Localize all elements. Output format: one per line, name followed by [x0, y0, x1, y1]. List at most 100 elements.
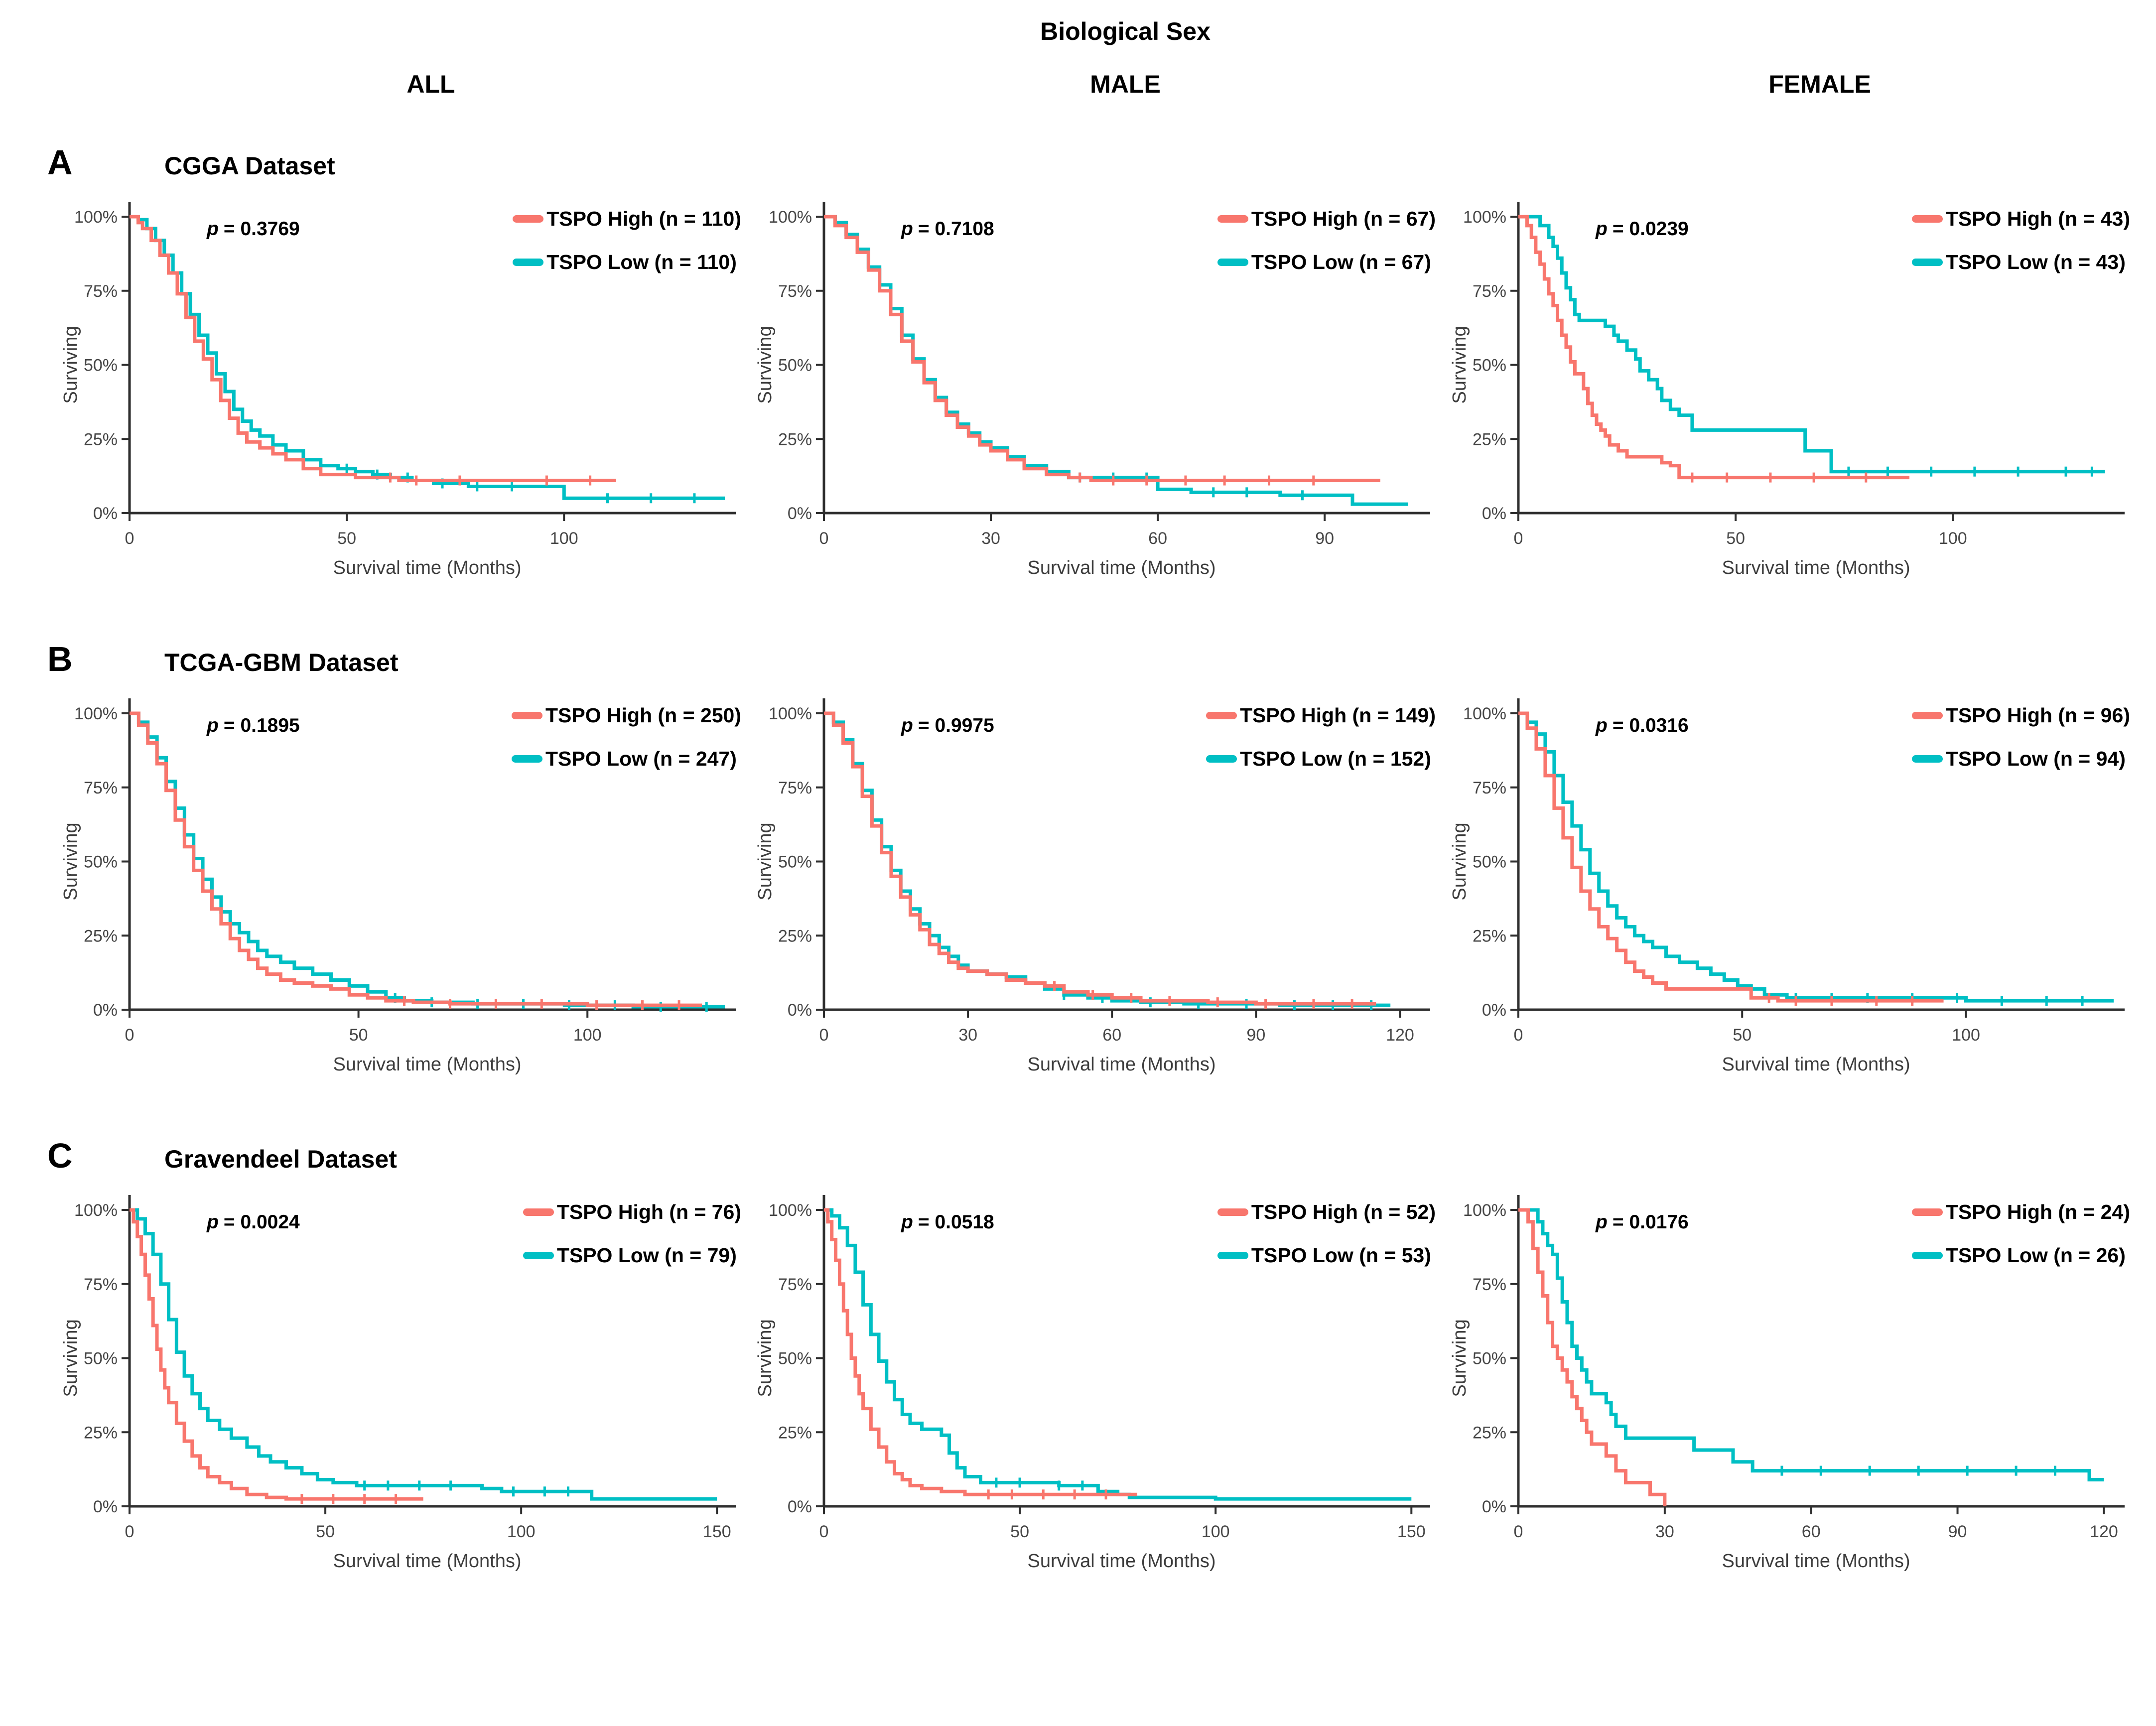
legend: TSPO High (n = 250) TSPO Low (n = 247)	[512, 704, 741, 771]
svg-text:25%: 25%	[778, 927, 812, 945]
svg-text:0: 0	[819, 1026, 829, 1045]
survival-plot: 100% 75% 50% 25% 0% 0 50 100 Survival time (Mont…	[60, 202, 736, 578]
tspo-high-swatch	[1217, 1208, 1248, 1216]
svg-text:25%: 25%	[778, 1423, 812, 1442]
svg-text:75%: 75%	[84, 282, 118, 301]
tspo-high-swatch	[1911, 215, 1943, 223]
svg-text:Surviving: Surviving	[1449, 822, 1470, 900]
p-value-label: p = 0.0316	[1596, 715, 1689, 736]
svg-text:Survival time (Months): Survival time (Months)	[333, 1054, 522, 1075]
svg-text:50%: 50%	[778, 853, 812, 872]
column-header-male: MALE	[1090, 70, 1161, 98]
svg-text:25%: 25%	[84, 927, 118, 945]
svg-text:50: 50	[1733, 1026, 1752, 1045]
svg-text:25%: 25%	[84, 1423, 118, 1442]
row-letter-b: B	[47, 640, 73, 678]
row-dataset-gravendeel: Gravendeel Dataset	[164, 1145, 397, 1173]
km-panel-gravendeel-female: 100% 75% 50% 25% 0% 0 30 60 90 120 Survival time (…	[1444, 1188, 2131, 1589]
km-panel-cgga-all: 100% 75% 50% 25% 0% 0 50 100 Survival time (Mont…	[55, 194, 742, 595]
svg-text:100%: 100%	[769, 1201, 812, 1220]
svg-text:100: 100	[1939, 529, 1967, 548]
km-panel-gravendeel-male: 100% 75% 50% 25% 0% 0 50 100 150 Survival time (M…	[749, 1188, 1437, 1589]
svg-text:0: 0	[1514, 1522, 1523, 1541]
svg-text:90: 90	[1315, 529, 1334, 548]
survival-plot: 100% 75% 50% 25% 0% 0 50 100 150 Survival time (M…	[60, 1195, 736, 1572]
svg-text:50%: 50%	[1473, 1349, 1506, 1368]
legend-item-tspo-high: TSPO High (n = 67)	[1217, 207, 1436, 231]
survival-plot: 100% 75% 50% 25% 0% 0 30 60 90 Survival time (Mon…	[755, 202, 1430, 578]
svg-text:75%: 75%	[778, 282, 812, 301]
svg-text:60: 60	[1802, 1522, 1821, 1541]
p-value-label: p = 0.7108	[901, 218, 994, 240]
legend-item-tspo-low: TSPO Low (n = 43)	[1911, 251, 2130, 274]
svg-text:0%: 0%	[1482, 1497, 1506, 1516]
svg-text:Surviving: Surviving	[60, 326, 81, 403]
p-value-label: p = 0.9975	[901, 715, 994, 736]
svg-text:75%: 75%	[1473, 779, 1506, 797]
svg-text:Survival time (Months): Survival time (Months)	[1722, 1054, 1910, 1075]
tspo-low-swatch	[1217, 259, 1248, 266]
row-tcga-gbm: B TCGA-GBM Dataset 100% 75% 50% 25% 0% 0 50 100…	[0, 639, 2156, 1092]
svg-text:90: 90	[1948, 1522, 1967, 1541]
legend-item-tspo-high: TSPO High (n = 96)	[1911, 704, 2130, 727]
svg-text:50%: 50%	[778, 1349, 812, 1368]
svg-text:25%: 25%	[1473, 927, 1506, 945]
legend-item-tspo-high: TSPO High (n = 24)	[1911, 1200, 2130, 1224]
legend-item-tspo-low: TSPO Low (n = 79)	[523, 1244, 741, 1267]
row-letter-a: A	[47, 143, 73, 182]
legend-item-tspo-high: TSPO High (n = 149)	[1206, 704, 1436, 727]
svg-text:150: 150	[703, 1522, 731, 1541]
svg-text:Surviving: Surviving	[60, 822, 81, 900]
legend-item-tspo-high: TSPO High (n = 110)	[513, 207, 741, 231]
legend: TSPO High (n = 76) TSPO Low (n = 79)	[523, 1200, 741, 1267]
legend: TSPO High (n = 149) TSPO Low (n = 152)	[1206, 704, 1436, 771]
svg-text:0%: 0%	[93, 504, 118, 523]
tspo-low-swatch	[1911, 1252, 1943, 1259]
p-value-label: p = 0.1895	[207, 715, 300, 736]
legend-item-tspo-high: TSPO High (n = 250)	[512, 704, 741, 727]
survival-plot: 100% 75% 50% 25% 0% 0 50 100 150 Survival time (M…	[755, 1195, 1430, 1572]
svg-text:100%: 100%	[1463, 1201, 1506, 1220]
svg-text:0: 0	[1514, 1026, 1523, 1045]
p-value-label: p = 0.0176	[1596, 1211, 1689, 1233]
figure-title: Biological Sex	[1040, 17, 1211, 45]
legend-item-tspo-high: TSPO High (n = 43)	[1911, 207, 2130, 231]
svg-text:100: 100	[1952, 1026, 1980, 1045]
svg-text:0%: 0%	[1482, 504, 1506, 523]
svg-text:100%: 100%	[74, 208, 118, 227]
svg-text:50%: 50%	[84, 356, 118, 375]
tspo-low-swatch	[1217, 1252, 1248, 1259]
tspo-low-swatch	[1911, 259, 1943, 266]
svg-text:90: 90	[1246, 1026, 1265, 1045]
svg-text:0: 0	[819, 529, 829, 548]
svg-text:75%: 75%	[84, 1275, 118, 1294]
svg-text:100: 100	[507, 1522, 536, 1541]
svg-text:0: 0	[819, 1522, 829, 1541]
survival-plot: 100% 75% 50% 25% 0% 0 50 100 Survival time (Mont…	[1449, 698, 2125, 1075]
legend: TSPO High (n = 52) TSPO Low (n = 53)	[1217, 1200, 1436, 1267]
svg-text:0%: 0%	[788, 504, 812, 523]
legend-item-tspo-low: TSPO Low (n = 110)	[513, 251, 741, 274]
figure: Biological Sex ALL MALE FEMALE A CGGA Da…	[0, 17, 2156, 1589]
svg-text:0: 0	[1514, 529, 1523, 548]
legend-item-tspo-high: TSPO High (n = 76)	[523, 1200, 741, 1224]
column-header-female: FEMALE	[1768, 70, 1871, 98]
svg-text:0%: 0%	[93, 1497, 118, 1516]
svg-text:100: 100	[1202, 1522, 1230, 1541]
legend-item-tspo-low: TSPO Low (n = 67)	[1217, 251, 1436, 274]
legend-item-tspo-low: TSPO Low (n = 94)	[1911, 747, 2130, 771]
p-value-label: p = 0.0239	[1596, 218, 1689, 240]
legend: TSPO High (n = 110) TSPO Low (n = 110)	[513, 207, 741, 274]
svg-text:Surviving: Surviving	[1449, 326, 1470, 403]
svg-text:Survival time (Months): Survival time (Months)	[1028, 1054, 1216, 1075]
legend-item-tspo-low: TSPO Low (n = 26)	[1911, 1244, 2130, 1267]
svg-text:100%: 100%	[1463, 208, 1506, 227]
tspo-high-swatch	[512, 712, 543, 719]
svg-text:120: 120	[2090, 1522, 2118, 1541]
survival-plot: 100% 75% 50% 25% 0% 0 30 60 90 120 Survival time (…	[1449, 1195, 2125, 1572]
svg-text:75%: 75%	[84, 779, 118, 797]
legend-item-tspo-low: TSPO Low (n = 247)	[512, 747, 741, 771]
row-gravendeel: C Gravendeel Dataset 100% 75% 50% 25% 0% 0 50 1…	[0, 1136, 2156, 1589]
column-headers: ALL MALE FEMALE	[0, 46, 2156, 99]
p-value-label: p = 0.0518	[901, 1211, 994, 1233]
